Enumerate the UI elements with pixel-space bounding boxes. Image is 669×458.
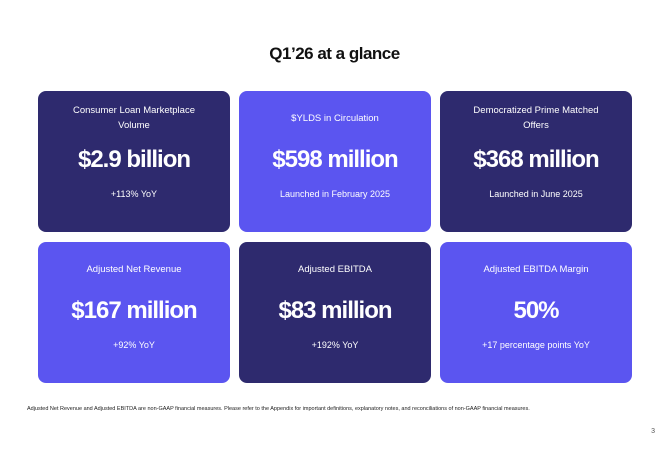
metric-card: Adjusted EBITDA $83 million +192% YoY [239,242,431,383]
card-value: $167 million [71,297,197,324]
title: Q1’26 at a glance [269,44,400,63]
card-value: $2.9 billion [77,146,191,173]
card-note: +17 percentage points YoY [482,340,590,350]
card-label: Consumer Loan Marketplace Volume [73,105,195,131]
card-note: +113% YoY [110,189,158,199]
page-number: 3 [651,428,655,435]
card-value: $368 million [473,146,599,173]
metric-card: $YLDS in Circulation $598 million Launched… [239,91,431,232]
footnote: Adjusted Net Revenue and Adjusted EBITDA… [27,406,530,412]
metric-card: Consumer Loan Marketplace Volume $2.9 bil… [38,91,230,232]
metric-card: Democratized Prime Matched Offers $368 mi… [440,91,632,232]
metric-card: Adjusted Net Revenue $167 million +92% YoY [38,242,230,383]
card-label: Democratized Prime Matched Offers [473,105,599,131]
card-label: Adjusted Net Revenue [86,263,182,275]
card-note: +92% YoY [113,340,155,350]
card-value: 50% [513,297,559,324]
card-note: Launched in February 2025 [279,189,391,199]
card-value: $598 million [272,146,398,173]
card-label: Adjusted EBITDA Margin [483,263,589,275]
card-label: $YLDS in Circulation [291,112,379,124]
card-note: Launched in June 2025 [489,189,583,199]
card-value: $83 million [278,297,392,324]
card-label: Adjusted EBITDA [298,263,372,275]
card-note: +192% YoY [311,340,359,350]
metric-card: Adjusted EBITDA Margin 50% +17 percentage … [440,242,632,383]
